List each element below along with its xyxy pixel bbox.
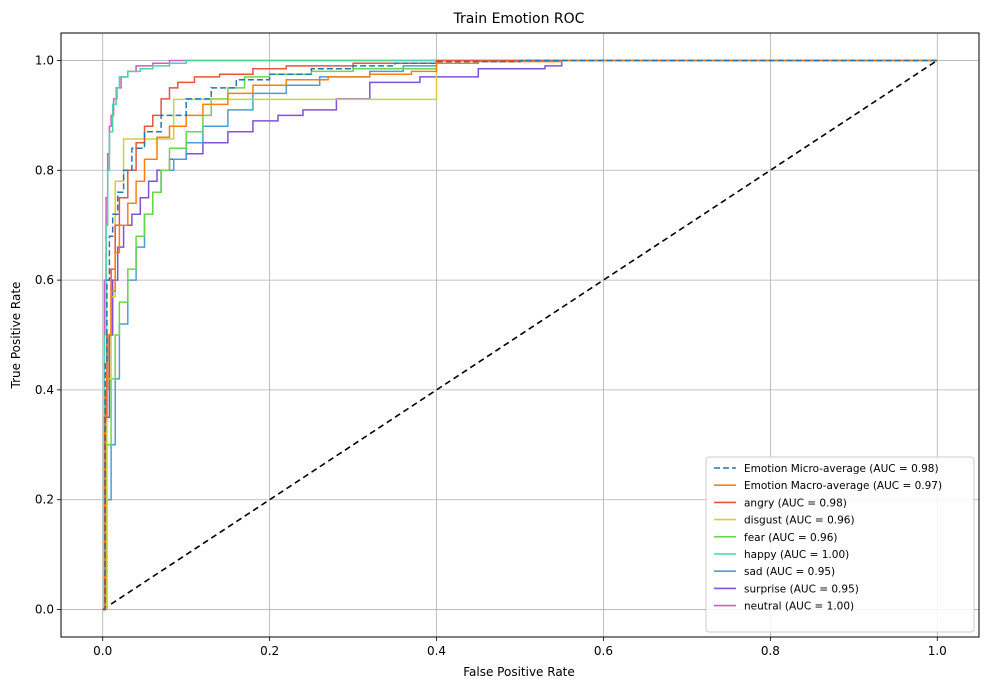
series-line-8 <box>102 59 938 611</box>
series-line-3 <box>102 59 938 611</box>
series-lines <box>102 59 938 611</box>
series-line-7 <box>102 59 938 611</box>
series-line-2 <box>102 59 938 611</box>
y-tick-label: 0.6 <box>35 273 54 287</box>
y-tick-label: 0.8 <box>35 163 54 177</box>
series-line-1 <box>102 59 938 611</box>
legend-label: Emotion Micro-average (AUC = 0.98) <box>744 463 939 475</box>
series-line-0 <box>102 59 938 611</box>
y-axis-title: True Positive Rate <box>9 282 23 390</box>
legend-label: Emotion Macro-average (AUC = 0.97) <box>744 480 942 492</box>
legend-label: neutral (AUC = 1.00) <box>744 601 854 613</box>
legend: Emotion Micro-average (AUC = 0.98) Emotio… <box>705 456 975 633</box>
legend-label: surprise (AUC = 0.95) <box>744 583 859 595</box>
y-tick-label: 0.4 <box>35 383 54 397</box>
x-tick-label: 1.0 <box>928 644 947 658</box>
chance-diagonal-line <box>102 59 938 611</box>
x-tick-label: 0.0 <box>93 644 112 658</box>
reference-diagonal <box>102 59 938 611</box>
x-tick-label: 0.6 <box>594 644 613 658</box>
legend-label: happy (AUC = 1.00) <box>744 549 849 561</box>
x-tick-label: 0.8 <box>761 644 780 658</box>
y-axis-ticks: 0.0 0.2 0.4 0.6 0.8 1.0 <box>35 53 61 617</box>
y-tick-label: 0.0 <box>35 603 54 617</box>
legend-box <box>705 456 975 633</box>
legend-label: angry (AUC = 0.98) <box>744 497 847 509</box>
x-tick-label: 0.2 <box>260 644 279 658</box>
legend-label: sad (AUC = 0.95) <box>744 566 835 578</box>
legend-label: fear (AUC = 0.96) <box>744 532 838 544</box>
plot-frame <box>60 32 980 638</box>
chart-title: Train Emotion ROC <box>453 11 585 27</box>
series-line-5 <box>102 59 938 611</box>
legend-label: disgust (AUC = 0.96) <box>744 515 855 527</box>
y-tick-label: 0.2 <box>35 493 54 507</box>
x-axis-title: False Positive Rate <box>463 665 575 679</box>
x-axis-ticks: 0.0 0.2 0.4 0.6 0.8 1.0 <box>93 637 947 658</box>
y-tick-label: 1.0 <box>35 53 54 67</box>
x-tick-label: 0.4 <box>427 644 446 658</box>
